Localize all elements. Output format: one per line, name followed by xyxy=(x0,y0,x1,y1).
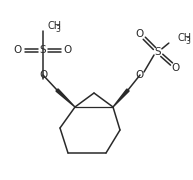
Text: O: O xyxy=(136,29,144,39)
Text: 3: 3 xyxy=(55,26,60,35)
Text: S: S xyxy=(155,47,161,57)
Polygon shape xyxy=(56,89,75,107)
Text: 3: 3 xyxy=(185,37,190,46)
Text: O: O xyxy=(172,63,180,73)
Text: O: O xyxy=(136,70,144,80)
Text: S: S xyxy=(40,45,46,55)
Text: CH: CH xyxy=(47,21,61,31)
Polygon shape xyxy=(113,89,129,107)
Text: O: O xyxy=(39,70,47,80)
Text: CH: CH xyxy=(177,33,191,43)
Text: O: O xyxy=(14,45,22,55)
Text: O: O xyxy=(64,45,72,55)
